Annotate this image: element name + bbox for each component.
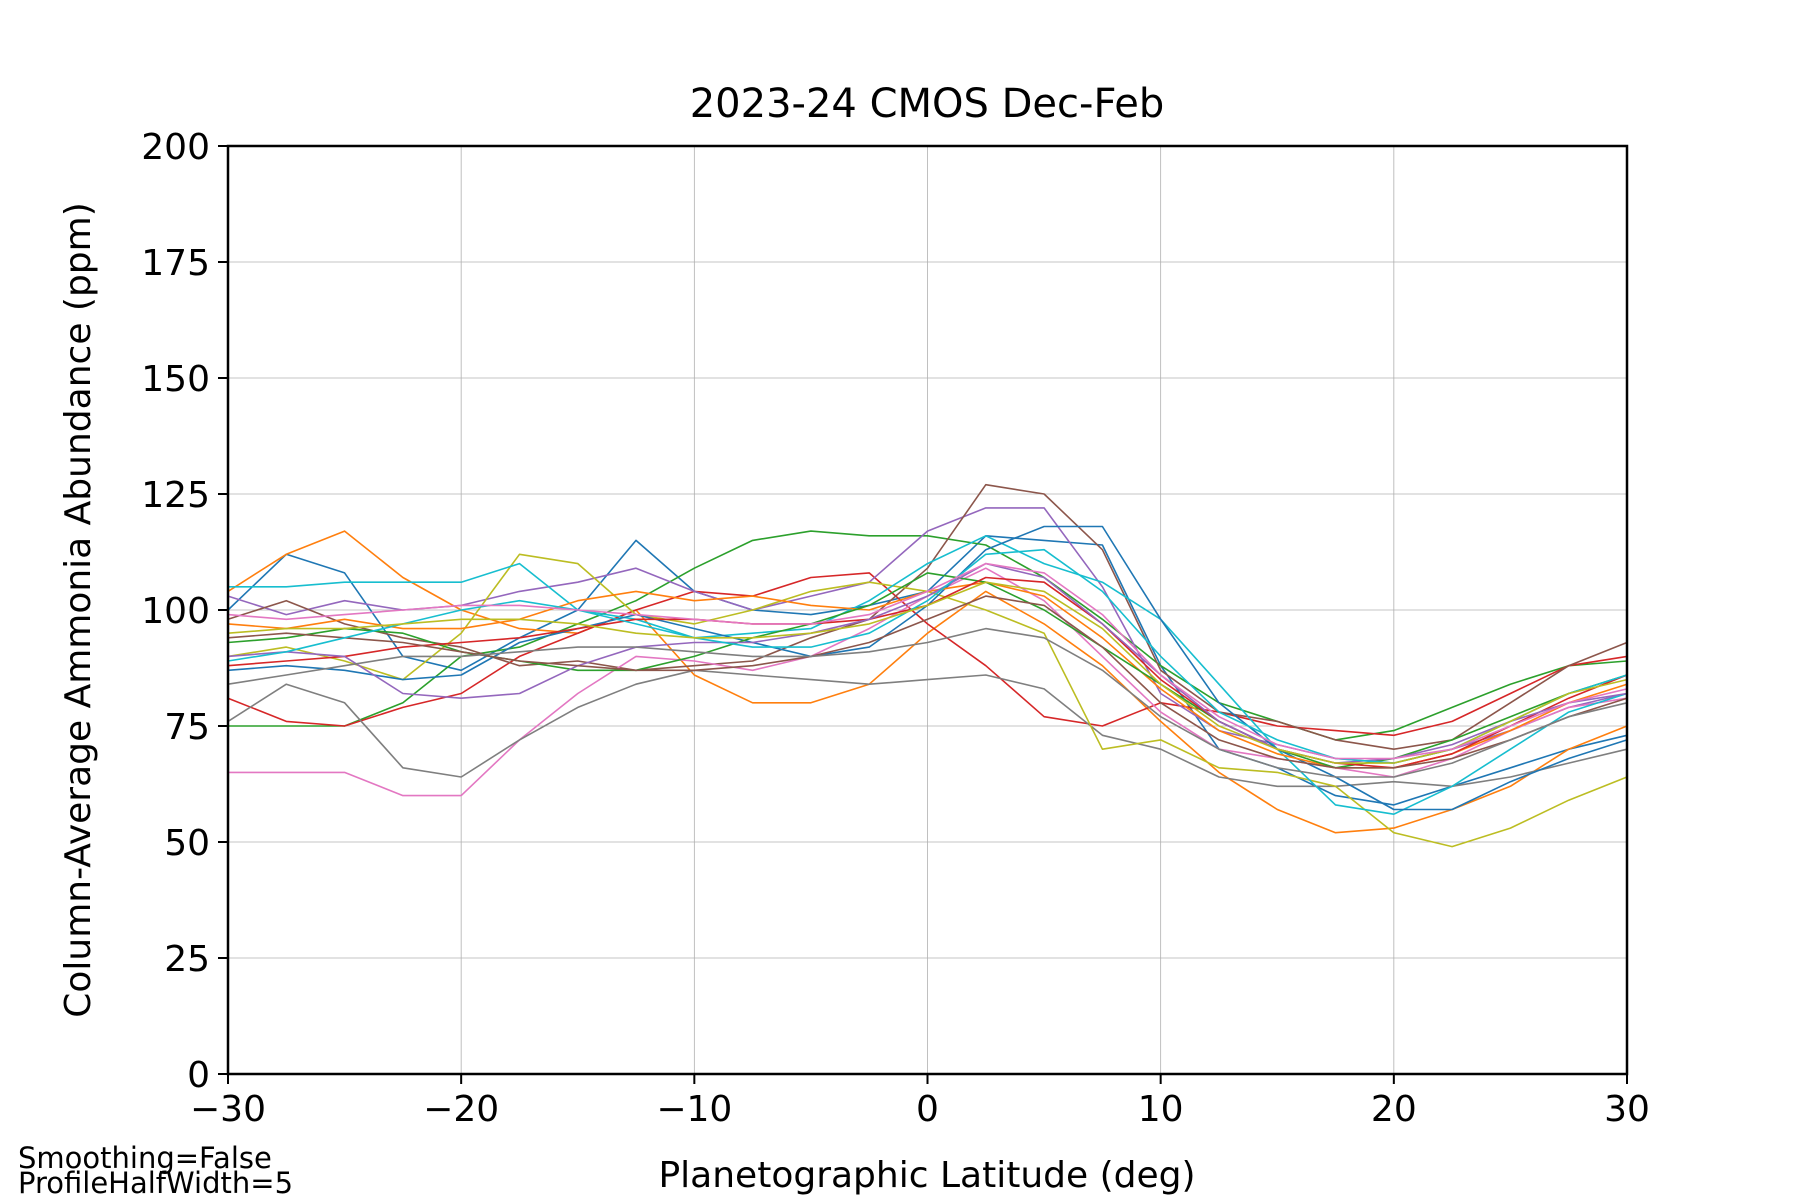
x-tick-label: 30 [1604, 1089, 1650, 1130]
series-line-19 [227, 627, 1628, 778]
y-tick-label: 150 [141, 359, 210, 400]
y-tick-label: 100 [141, 591, 210, 632]
series-lines [227, 483, 1628, 848]
series-line-10 [228, 534, 1628, 816]
x-tick-label: 10 [1138, 1089, 1184, 1130]
axes: −30 −20 −10 0 10 20 30 0 25 50 75 100 125 150 175 200 [141, 127, 1650, 1130]
series-line-8 [227, 669, 1628, 788]
y-tick-label: 0 [187, 1055, 210, 1096]
y-tick-label: 175 [141, 243, 210, 284]
y-tick-label: 200 [141, 127, 210, 168]
annotation-smoothing: Smoothing=False [18, 1141, 272, 1175]
x-tick-label: −20 [423, 1089, 499, 1130]
x-axis-label: Planetographic Latitude (deg) [658, 1155, 1195, 1196]
chart-title: 2023-24 CMOS Dec-Feb [690, 81, 1165, 127]
y-tick-label: 75 [164, 707, 210, 748]
y-tick-label: 50 [164, 823, 210, 864]
x-tick-label: −10 [656, 1089, 732, 1130]
x-tick-label: 0 [916, 1089, 939, 1130]
y-tick-label: 25 [164, 939, 210, 980]
x-tick-label: 20 [1371, 1089, 1417, 1130]
y-axis-label: Column-Average Ammonia Abundance (ppm) [58, 202, 99, 1018]
y-tick-label: 125 [141, 475, 210, 516]
series-line-16 [227, 595, 1628, 769]
x-tick-label: −30 [190, 1089, 266, 1130]
series-line-18 [227, 581, 1628, 764]
annotation-profile-half-width: ProfileHalfWidth=5 [18, 1166, 293, 1200]
series-line-4 [227, 572, 1628, 737]
series-line-20 [227, 562, 1628, 760]
series-line-6 [227, 483, 1628, 751]
